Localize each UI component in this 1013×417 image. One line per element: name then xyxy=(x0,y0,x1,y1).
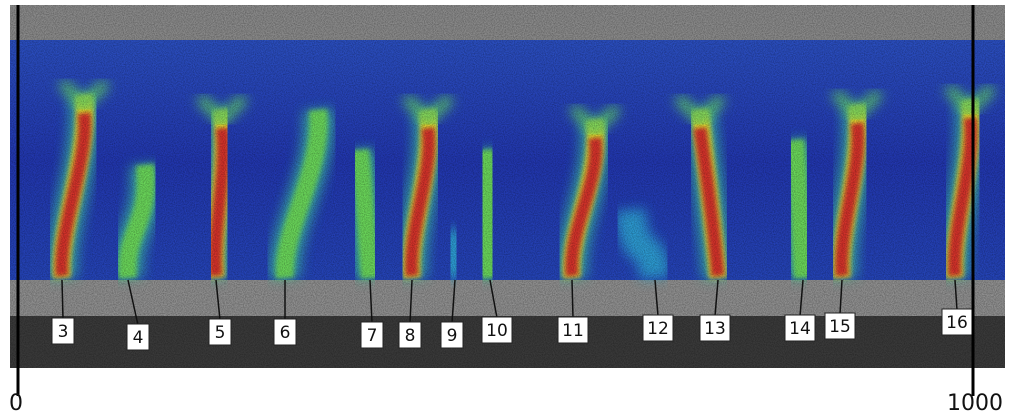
crack-label: 7 xyxy=(367,326,378,346)
crack-label: 16 xyxy=(946,313,968,333)
leader-line xyxy=(62,280,63,319)
scale-end: 1000 xyxy=(947,391,1003,416)
crack-label: 9 xyxy=(447,326,458,346)
crack-label: 12 xyxy=(647,319,669,339)
crack-label: 15 xyxy=(829,317,851,337)
crack-label: 13 xyxy=(704,319,726,339)
crack-label: 11 xyxy=(562,321,584,341)
crack-label: 10 xyxy=(486,321,508,341)
crack-label: 3 xyxy=(58,322,69,342)
crack-label: 4 xyxy=(133,328,144,348)
leader-line xyxy=(572,280,573,318)
speckle-texture xyxy=(10,5,1005,368)
crack-label: 8 xyxy=(405,326,416,346)
crack-label: 14 xyxy=(789,319,811,339)
scale-start: 0 xyxy=(9,391,23,416)
crack-label: 6 xyxy=(280,323,291,343)
crack-label: 5 xyxy=(215,323,226,343)
strain-field-figure: 3 4 5 6 7 8 9 10 11 12 13 14 15 16 0 1000 xyxy=(0,0,1013,417)
